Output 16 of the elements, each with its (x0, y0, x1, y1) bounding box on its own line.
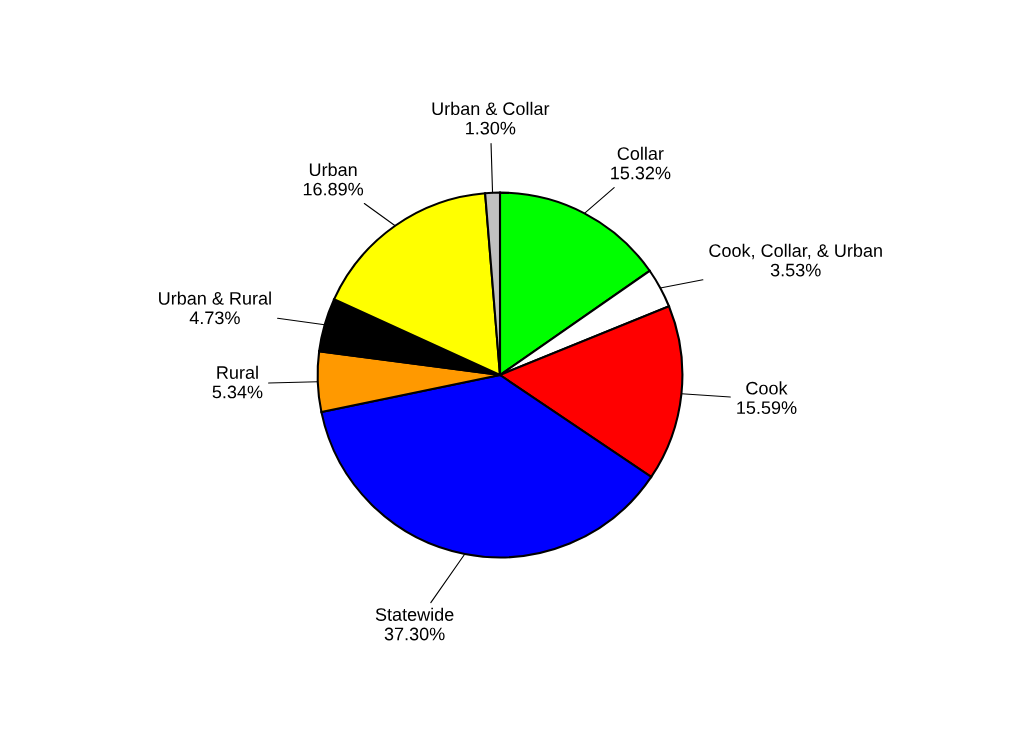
slice-label: Statewide (375, 607, 454, 621)
data-label: 16.89% (303, 182, 364, 196)
data-label: 1.30% (466, 121, 516, 135)
slice-label: Cook, Collar, & Urban (709, 243, 882, 260)
data-label: 5.34% (212, 385, 263, 399)
data-label: 3.53% (770, 263, 821, 277)
data-label: 15.32% (611, 166, 671, 180)
slice-label: Cook (746, 381, 788, 395)
slice-label: Urban & Collar (432, 101, 550, 116)
data-label: 15.59% (737, 401, 797, 415)
slice-label: Rural (217, 365, 258, 379)
data-label: 4.73% (189, 311, 240, 325)
slice-label: Collar (617, 146, 664, 160)
data-label: 37.30% (384, 627, 445, 641)
slice-label: Urban (309, 162, 357, 177)
slice-label: Urban & Rural (159, 291, 271, 305)
